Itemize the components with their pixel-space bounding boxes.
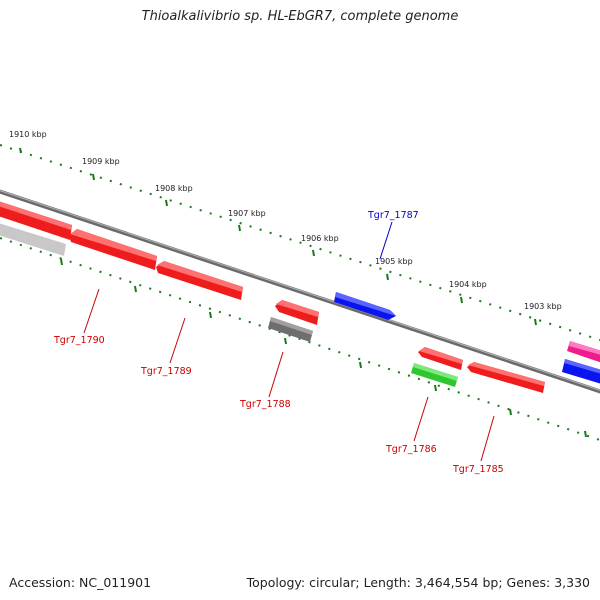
scale-label: 1905 kbp: [375, 257, 413, 266]
gene-highlight: [157, 261, 243, 292]
major-tick: [460, 296, 463, 304]
leader-line-1789: [169, 317, 186, 364]
major-tick: [134, 285, 137, 293]
leader-line-1790: [83, 288, 100, 334]
major-tick: [312, 249, 315, 257]
gene-label-1785[interactable]: Tgr7_1785: [452, 464, 504, 475]
major-tick: [238, 224, 241, 232]
gene-light-gray[interactable]: [0, 222, 66, 256]
genome-title: Thioalkalivibrio sp. HL-EbGR7, complete …: [141, 9, 459, 24]
scale-label: 1909 kbp: [82, 157, 120, 166]
gene-label-1790[interactable]: Tgr7_1790: [53, 335, 105, 346]
gene-label-1789[interactable]: Tgr7_1789: [140, 366, 192, 377]
major-tick: [386, 273, 389, 281]
scale-label: 1904 kbp: [449, 280, 487, 289]
gene-highlight: [564, 359, 600, 374]
major-tick: [209, 311, 212, 319]
major-tick: [92, 173, 95, 181]
major-tick: [509, 408, 512, 416]
leader-line-1787: [379, 221, 393, 260]
major-tick: [359, 361, 362, 369]
gene-highlight: [0, 201, 72, 230]
inner-tick-dots: [0, 237, 600, 441]
outer-tick-dots: [0, 144, 600, 341]
scale-label: 1910 kbp: [9, 130, 47, 139]
gene-highlight: [335, 292, 396, 316]
major-tick: [165, 199, 168, 207]
gene-label-1786[interactable]: Tgr7_1786: [385, 444, 437, 455]
backbone-line: [0, 189, 600, 394]
leader-line-1785: [480, 415, 495, 462]
scale-label: 1906 kbp: [301, 234, 339, 243]
reverse-genes: [0, 201, 600, 393]
major-tick: [60, 258, 63, 266]
gene-highlight: [276, 300, 319, 317]
scale-label: 1903 kbp: [524, 302, 562, 311]
major-tick: [284, 337, 287, 345]
leader-line-1786: [413, 396, 429, 442]
genome-summary-text: Topology: circular; Length: 3,464,554 bp…: [246, 575, 590, 590]
gene-highlight: [569, 341, 600, 355]
accession-text: Accession: NC_011901: [9, 575, 152, 590]
scale-label: 1907 kbp: [228, 209, 266, 218]
gene-highlight: [70, 229, 157, 261]
outer-scale-track: [0, 144, 600, 341]
gene-highlight: [419, 347, 463, 364]
gene-label-1787[interactable]: Tgr7_1787: [367, 210, 419, 221]
scale-label: 1908 kbp: [155, 184, 193, 193]
major-tick: [19, 147, 22, 154]
leader-line-1788: [268, 351, 284, 398]
forward-genes: [334, 292, 600, 363]
gene-highlight: [270, 317, 313, 335]
major-tick: [584, 430, 587, 438]
inner-scale-track: [0, 237, 600, 441]
major-tick: [534, 318, 537, 326]
gene-label-1788[interactable]: Tgr7_1788: [239, 399, 291, 410]
major-tick: [434, 384, 437, 392]
backbone-highlight: [0, 190, 600, 391]
gene-highlight: [413, 363, 458, 381]
gene-highlight: [468, 362, 545, 386]
genome-backbone: [0, 189, 600, 394]
